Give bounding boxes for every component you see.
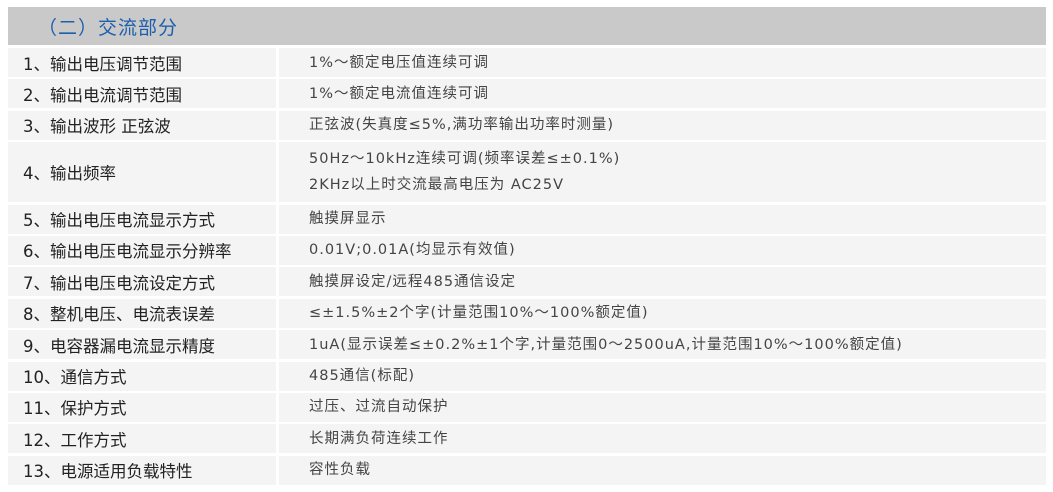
table-row: 13、电源适用负载特性 容性负载 bbox=[8, 455, 1046, 485]
spec-value: 长期满负荷连续工作 bbox=[279, 424, 1046, 454]
table-row: 11、保护方式 过压、过流自动保护 bbox=[8, 392, 1046, 422]
spec-value-line: 1%～额定电流值连续可调 bbox=[309, 85, 490, 102]
spec-value: 0.01V;0.01A(均显示有效值) bbox=[279, 235, 1046, 265]
table-row: 3、输出波形 正弦波 正弦波(失真度≤5%,满功率输出功率时测量) bbox=[8, 110, 1046, 140]
spec-value: 触摸屏设定/远程485通信设定 bbox=[279, 267, 1046, 297]
spec-value: 正弦波(失真度≤5%,满功率输出功率时测量) bbox=[279, 110, 1046, 140]
spec-value: 过压、过流自动保护 bbox=[279, 392, 1046, 422]
table-row: 8、整机电压、电流表误差 ≤±1.5%±2个字(计量范围10%～100%额定值) bbox=[8, 298, 1046, 328]
spec-value-line: 触摸屏设定/远程485通信设定 bbox=[309, 273, 517, 290]
section-header: （二）交流部分 bbox=[8, 7, 1046, 45]
spec-value-line: 触摸屏显示 bbox=[309, 211, 387, 228]
table-row: 9、电容器漏电流显示精度 1uA(显示误差≤±0.2%±1个字,计量范围0～250… bbox=[8, 330, 1046, 360]
spec-value-line: 1uA(显示误差≤±0.2%±1个字,计量范围0～2500uA,计量范围10%～… bbox=[309, 336, 903, 353]
spec-label: 9、电容器漏电流显示精度 bbox=[8, 330, 276, 360]
table-row: 2、输出电流调节范围 1%～额定电流值连续可调 bbox=[8, 79, 1046, 109]
spec-value-line: 485通信(标配) bbox=[309, 368, 415, 385]
spec-value-line: 正弦波(失真度≤5%,满功率输出功率时测量) bbox=[309, 117, 615, 134]
spec-label: 12、工作方式 bbox=[8, 424, 276, 454]
spec-value-line: 0.01V;0.01A(均显示有效值) bbox=[309, 242, 516, 259]
spec-label: 4、输出频率 bbox=[8, 142, 276, 203]
spec-label: 13、电源适用负载特性 bbox=[8, 455, 276, 485]
spec-label: 11、保护方式 bbox=[8, 392, 276, 422]
spec-value: 1uA(显示误差≤±0.2%±1个字,计量范围0～2500uA,计量范围10%～… bbox=[279, 330, 1046, 360]
spec-label: 3、输出波形 正弦波 bbox=[8, 110, 276, 140]
spec-value-line: 1%～额定电压值连续可调 bbox=[309, 54, 490, 71]
spec-value: 50Hz～10kHz连续可调(频率误差≤±0.1%) 2KHz以上时交流最高电压为… bbox=[279, 142, 1046, 203]
spec-label: 7、输出电压电流设定方式 bbox=[8, 267, 276, 297]
spec-value: 1%～额定电压值连续可调 bbox=[279, 48, 1046, 77]
spec-label: 10、通信方式 bbox=[8, 361, 276, 391]
spec-value-line: 长期满负荷连续工作 bbox=[309, 430, 449, 447]
spec-value: 1%～额定电流值连续可调 bbox=[279, 79, 1046, 109]
table-row: 7、输出电压电流设定方式 触摸屏设定/远程485通信设定 bbox=[8, 267, 1046, 297]
spec-value: ≤±1.5%±2个字(计量范围10%～100%额定值) bbox=[279, 298, 1046, 328]
spec-value: 触摸屏显示 bbox=[279, 204, 1046, 234]
spec-label: 8、整机电压、电流表误差 bbox=[8, 298, 276, 328]
spec-label: 1、输出电压调节范围 bbox=[8, 48, 276, 77]
spec-label: 5、输出电压电流显示方式 bbox=[8, 204, 276, 234]
spec-value-line: 容性负载 bbox=[309, 462, 371, 479]
spec-rows: 1、输出电压调节范围 1%～额定电压值连续可调 2、输出电流调节范围 1%～额定电流值… bbox=[8, 48, 1046, 485]
table-row: 1、输出电压调节范围 1%～额定电压值连续可调 bbox=[8, 48, 1046, 77]
table-row: 6、输出电压电流显示分辨率 0.01V;0.01A(均显示有效值) bbox=[8, 235, 1046, 265]
spec-value-line: 过压、过流自动保护 bbox=[309, 399, 449, 416]
spec-value-line: 50Hz～10kHz连续可调(频率误差≤±0.1%) bbox=[309, 151, 621, 168]
spec-value-line: ≤±1.5%±2个字(计量范围10%～100%额定值) bbox=[309, 305, 649, 322]
table-row: 4、输出频率 50Hz～10kHz连续可调(频率误差≤±0.1%) 2KHz以上时交… bbox=[8, 142, 1046, 203]
spec-table: （二）交流部分 1、输出电压调节范围 1%～额定电压值连续可调 2、输出电流调节范围… bbox=[8, 7, 1046, 487]
spec-value-line: 2KHz以上时交流最高电压为 AC25V bbox=[309, 177, 565, 194]
table-row: 10、通信方式 485通信(标配) bbox=[8, 361, 1046, 391]
table-row: 5、输出电压电流显示方式 触摸屏显示 bbox=[8, 204, 1046, 234]
spec-label: 6、输出电压电流显示分辨率 bbox=[8, 235, 276, 265]
table-row: 12、工作方式 长期满负荷连续工作 bbox=[8, 424, 1046, 454]
spec-value: 485通信(标配) bbox=[279, 361, 1046, 391]
spec-label: 2、输出电流调节范围 bbox=[8, 79, 276, 109]
spec-value: 容性负载 bbox=[279, 455, 1046, 485]
section-title: （二）交流部分 bbox=[38, 16, 179, 39]
